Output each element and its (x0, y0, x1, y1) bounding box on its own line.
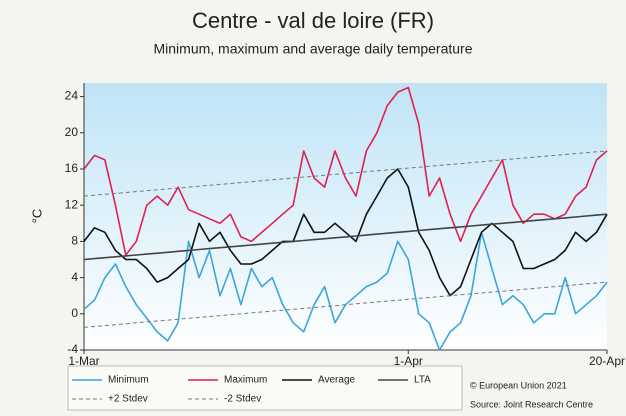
legend-label: +2 Stdev (108, 394, 148, 405)
x-tick-label: 1-Apr (394, 354, 423, 368)
series-line (83, 86, 608, 256)
y-tick-label: 4 (71, 270, 78, 284)
y-axis-label: °C (29, 209, 44, 224)
y-tick-label: 0 (71, 306, 78, 320)
legend-label: Minimum (108, 375, 149, 386)
y-tick-label: 24 (65, 89, 79, 103)
y-tick-label: -4 (67, 342, 78, 356)
legend-label: -2 Stdev (224, 394, 261, 405)
legend-label: Maximum (224, 375, 267, 386)
plot-area (84, 83, 607, 350)
legend-box (67, 365, 463, 411)
series-line (83, 281, 608, 328)
series-line (83, 168, 608, 297)
chart-title: Centre - val de loire (FR) (192, 8, 434, 33)
legend-label: Average (318, 375, 356, 386)
legend-label: LTA (414, 375, 431, 386)
copyright-note: © European Union 2021 (470, 380, 567, 390)
x-tick-label: 1-Mar (68, 354, 99, 368)
y-tick-label: 16 (65, 161, 79, 175)
y-tick-label: 20 (65, 125, 79, 139)
series-line (83, 213, 608, 261)
series-line (83, 150, 608, 197)
y-tick-label: 8 (71, 234, 78, 248)
y-tick-label: 12 (65, 197, 79, 211)
x-tick-label: 20-Apr (589, 354, 625, 368)
source-note: Source: Joint Research Centre (470, 399, 593, 409)
chart-subtitle: Minimum, maximum and average daily tempe… (153, 41, 472, 57)
